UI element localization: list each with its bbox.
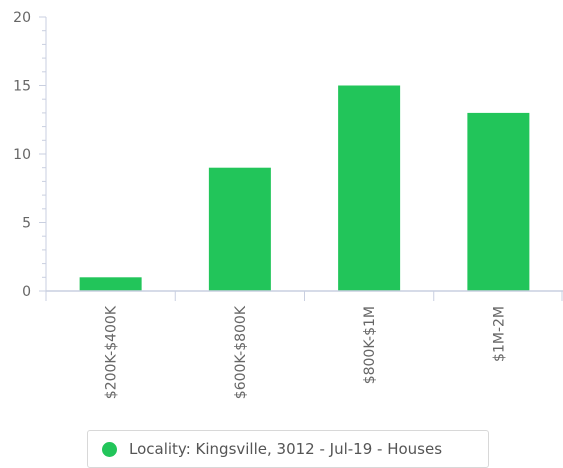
- bar: [208, 167, 271, 291]
- y-tick-label: 0: [22, 284, 31, 300]
- x-tick-label: $1M-2M: [491, 306, 507, 362]
- y-tick-label: 20: [13, 10, 31, 26]
- x-tick-label: $800K-$1M: [362, 306, 378, 384]
- y-tick-label: 10: [13, 147, 31, 163]
- y-tick-label: 15: [13, 79, 31, 95]
- legend[interactable]: Locality: Kingsville, 3012 - Jul-19 - Ho…: [87, 430, 489, 468]
- bar-chart: 0 5 10 15 20 $200K-$400K $600K-$800K $800K-$1M $…: [13, 10, 563, 399]
- y-tick-label: 5: [22, 216, 31, 232]
- bar: [338, 85, 401, 291]
- bar: [467, 112, 530, 292]
- bar: [79, 277, 142, 291]
- legend-swatch: [102, 441, 117, 457]
- legend-label: Locality: Kingsville, 3012 - Jul-19 - Ho…: [129, 440, 443, 458]
- x-tick-label: $200K-$400K: [104, 305, 120, 399]
- x-tick-label: $600K-$800K: [233, 305, 249, 399]
